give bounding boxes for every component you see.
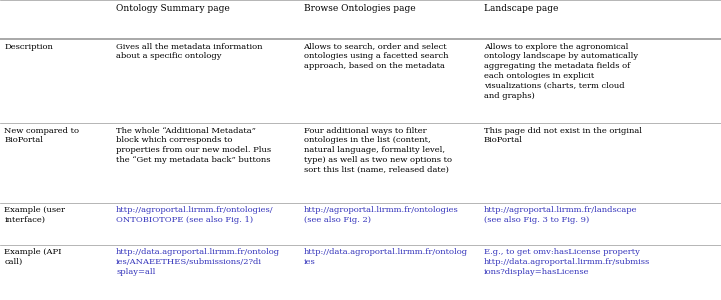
- Text: Description: Description: [4, 43, 53, 51]
- Text: Four additional ways to filter
ontologies in the list (content,
natural language: Four additional ways to filter ontologie…: [304, 127, 451, 174]
- Text: Allows to explore the agronomical
ontology landscape by automatically
aggregatin: Allows to explore the agronomical ontolo…: [484, 43, 638, 100]
- Text: Ontology Summary page: Ontology Summary page: [116, 4, 230, 13]
- Text: http://agroportal.lirmm.fr/ontologies/
ONTOBIOTOPE (see also Fig. 1): http://agroportal.lirmm.fr/ontologies/ O…: [116, 206, 274, 224]
- Text: The whole “Additional Metadata”
block which corresponds to
properties from our n: The whole “Additional Metadata” block wh…: [116, 127, 271, 164]
- Text: Gives all the metadata information
about a specific ontology: Gives all the metadata information about…: [116, 43, 262, 60]
- Text: Example (API
call): Example (API call): [4, 248, 62, 266]
- Text: Landscape page: Landscape page: [484, 4, 558, 13]
- Text: http://data.agroportal.lirmm.fr/ontolog
ies/ANAEETHES/submissions/2?di
splay=all: http://data.agroportal.lirmm.fr/ontolog …: [116, 248, 280, 276]
- Text: Allows to search, order and select
ontologies using a facetted search
approach, : Allows to search, order and select ontol…: [304, 43, 448, 70]
- Text: This page did not exist in the original
BioPortal: This page did not exist in the original …: [484, 127, 642, 144]
- Text: Browse Ontologies page: Browse Ontologies page: [304, 4, 415, 13]
- Text: New compared to
BioPortal: New compared to BioPortal: [4, 127, 79, 144]
- Text: http://agroportal.lirmm.fr/landscape
(see also Fig. 3 to Fig. 9): http://agroportal.lirmm.fr/landscape (se…: [484, 206, 637, 224]
- Text: http://agroportal.lirmm.fr/ontologies
(see also Fig. 2): http://agroportal.lirmm.fr/ontologies (s…: [304, 206, 459, 224]
- Text: http://data.agroportal.lirmm.fr/ontolog
ies: http://data.agroportal.lirmm.fr/ontolog …: [304, 248, 468, 266]
- Text: Example (user
interface): Example (user interface): [4, 206, 66, 224]
- Text: E.g., to get omv:hasLicense property
http://data.agroportal.lirmm.fr/submiss
ion: E.g., to get omv:hasLicense property htt…: [484, 248, 650, 276]
